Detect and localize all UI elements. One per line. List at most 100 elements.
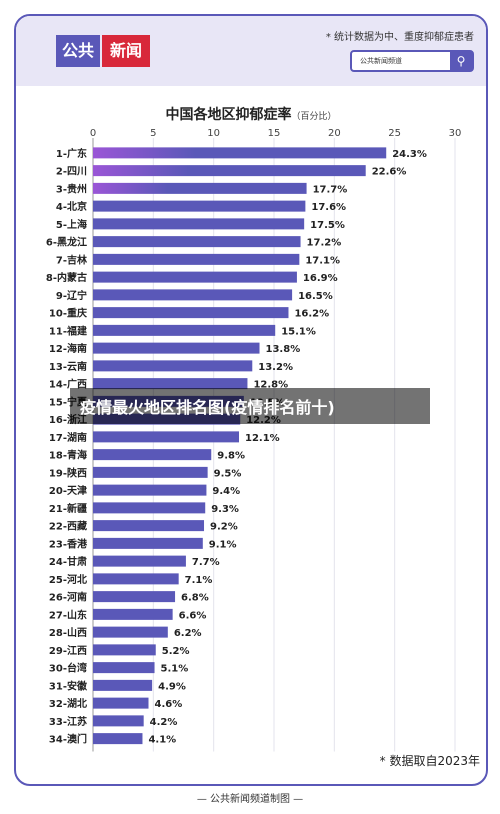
category-label: 9-辽宁 [56,289,87,302]
value-label: 15.1% [281,326,316,337]
bar [93,218,305,230]
category-label: 19-陕西 [49,466,87,479]
bar [93,360,253,372]
bar [93,307,289,319]
header: 公共 新闻 * 统计数据为中、重度抑郁症患者 公共新闻频道 ⚲ [16,16,486,86]
category-label: 17-湖南 [49,431,87,444]
bar [93,715,144,727]
value-label: 17.6% [311,202,346,213]
category-label: 6-黑龙江 [46,236,87,249]
value-label: 4.1% [148,735,176,746]
chart-title-unit: （百分比） [291,112,337,122]
value-label: 24.3% [392,149,427,160]
category-label: 30-台湾 [49,662,87,675]
category-label: 12-海南 [49,342,87,355]
bar [93,591,176,603]
bar [93,449,212,461]
bar [93,236,301,248]
value-label: 12.1% [245,433,280,444]
value-label: 12.8% [253,380,288,391]
category-label: 14-广西 [49,378,87,391]
search-icon[interactable]: ⚲ [450,52,472,70]
value-label: 17.2% [307,238,342,249]
value-label: 13.2% [258,362,293,373]
bar [93,733,143,745]
bar [93,200,306,212]
chart-title: 中国各地区抑郁症率（百分比） [16,104,486,124]
logo: 公共 新闻 [56,33,226,69]
bar [93,324,276,336]
category-label: 28-山西 [49,626,87,639]
logo-part2: 新闻 [102,35,151,67]
x-tick-label: 20 [328,128,341,139]
bar [93,520,205,532]
value-label: 9.1% [209,539,237,550]
bar [93,271,297,283]
value-label: 4.2% [150,717,178,728]
x-tick-label: 5 [150,128,156,139]
bar [93,342,260,354]
value-label: 22.6% [372,167,407,178]
category-label: 1-广东 [56,147,87,160]
category-label: 11-福建 [49,324,88,337]
search-bar[interactable]: 公共新闻频道 ⚲ [350,50,474,72]
value-label: 16.2% [294,309,329,320]
value-label: 9.4% [212,486,240,497]
category-label: 7-吉林 [56,253,88,266]
category-label: 27-山东 [49,608,87,621]
category-label: 4-北京 [56,200,87,213]
category-label: 13-云南 [49,360,87,373]
bar [93,644,156,656]
category-label: 10-重庆 [49,307,87,320]
source-note: * 数据取自2023年 [379,754,480,768]
bar [93,466,208,478]
bar [93,289,293,301]
value-label: 16.9% [303,273,338,284]
value-label: 4.9% [158,681,186,692]
value-label: 16.5% [298,291,333,302]
category-label: 18-青海 [49,449,87,462]
x-tick-label: 15 [268,128,281,139]
value-label: 17.1% [305,255,340,266]
bar [93,697,149,709]
bar [93,431,240,443]
bar [93,502,206,514]
bar [93,253,300,265]
category-label: 24-甘肃 [49,555,87,568]
value-label: 17.5% [310,220,345,231]
bar [93,662,155,674]
category-label: 5-上海 [56,218,87,231]
bar [93,626,168,638]
value-label: 6.6% [179,610,207,621]
header-note: * 统计数据为中、重度抑郁症患者 [325,32,474,43]
bar [93,608,173,620]
bar [93,573,179,585]
logo-part1: 公共 [56,35,101,67]
category-label: 32-湖北 [49,697,87,710]
footer-credit: — 公共新闻频道制图 — [196,794,304,805]
value-label: 4.6% [155,699,183,710]
bar [93,484,207,496]
category-label: 21-新疆 [49,502,87,515]
value-label: 9.3% [211,504,239,515]
search-text[interactable]: 公共新闻频道 [360,57,402,65]
bar [93,182,307,194]
value-label: 7.1% [185,575,213,586]
category-label: 29-江西 [49,644,87,657]
x-tick-label: 10 [207,128,220,139]
x-tick-label: 0 [90,128,96,139]
value-label: 13.8% [266,344,301,355]
value-label: 6.8% [181,593,209,604]
bar [93,537,203,549]
category-label: 20-天津 [49,484,87,497]
x-tick-label: 30 [449,128,462,139]
value-label: 7.7% [192,557,220,568]
category-label: 22-西藏 [49,520,87,533]
category-label: 33-江苏 [49,715,87,728]
overlay-banner: 疫情最火地区排名图(疫情排名前十) [70,388,430,424]
value-label: 5.1% [161,664,189,675]
value-label: 9.2% [210,522,238,533]
category-label: 26-河南 [49,591,87,604]
bar [93,378,248,390]
